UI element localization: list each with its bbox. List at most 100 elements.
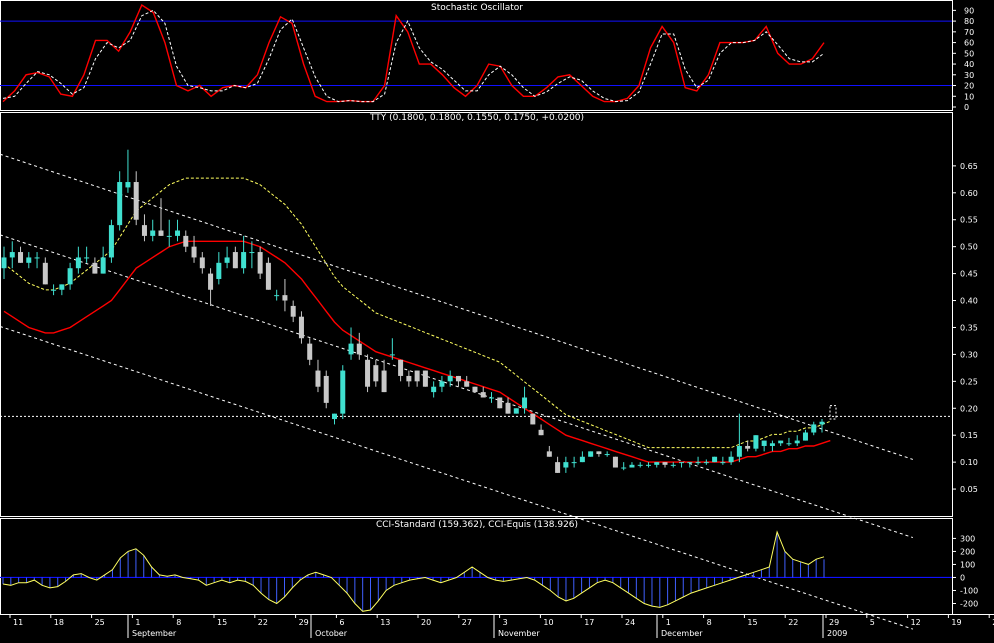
candle-body (439, 381, 445, 387)
candle-body (596, 451, 602, 455)
candle (472, 386, 478, 393)
candle (778, 440, 784, 446)
candle-body (241, 252, 247, 269)
candle-body (555, 462, 561, 473)
candle-body (447, 375, 453, 382)
candle (455, 375, 461, 387)
candle (84, 246, 90, 263)
candle-body (340, 370, 346, 414)
candle-body (249, 252, 255, 254)
stochastic-tick-label: 50 (964, 49, 974, 58)
candle (422, 370, 428, 387)
stochastic-d-line (2, 9, 825, 103)
candle (158, 198, 164, 236)
candle (26, 252, 32, 269)
candle (654, 462, 660, 468)
candle-body (538, 429, 544, 436)
candle-body (728, 456, 734, 463)
candle (786, 437, 792, 446)
candle-body (59, 284, 65, 290)
candle (769, 440, 775, 452)
month-label: September (132, 629, 177, 638)
price-tick-label: 0.55 (960, 216, 978, 225)
candle-body (455, 375, 461, 382)
stochastic-tick-label: 70 (964, 28, 974, 37)
price-tick-label: 0.45 (960, 270, 978, 279)
date-tick-label: 26 (992, 618, 994, 627)
candle (563, 456, 569, 473)
candle (199, 252, 205, 274)
candle-body (769, 443, 775, 446)
candle (249, 241, 255, 269)
panel-frame (0, 112, 953, 517)
candle (166, 219, 172, 247)
panel-frame (0, 0, 953, 111)
candle (555, 456, 561, 473)
candle-body (1, 257, 7, 269)
candle-body (571, 462, 577, 464)
candle-body (381, 370, 387, 393)
cci-tick-label: -100 (960, 586, 978, 595)
candle-body (687, 462, 693, 464)
date-tick-label: 29 (829, 618, 839, 627)
candle (819, 419, 825, 433)
candle-body (191, 246, 197, 258)
candle-body (232, 252, 238, 269)
candle-body (108, 225, 114, 258)
candle-body (332, 413, 338, 420)
date-tick-label: 8 (707, 618, 712, 627)
candle-body (513, 408, 519, 414)
candle (59, 284, 65, 296)
candle-body (125, 182, 131, 188)
date-tick-label: 11 (13, 618, 23, 627)
candle-body (670, 464, 676, 466)
date-tick-label: 5 (870, 618, 875, 627)
candle-body (67, 268, 73, 285)
candle (75, 246, 81, 274)
price-tick-label: 0.65 (960, 162, 978, 171)
candle-body (9, 252, 15, 258)
candle-body (216, 262, 222, 279)
candle (662, 462, 668, 468)
last-price-marker (829, 405, 837, 420)
candle-body (373, 365, 379, 382)
price-panel: TTY (0.1800, 0.1800, 0.1550, 0.1750, +0.… (0, 113, 978, 630)
date-tick-label: 1 (135, 618, 140, 627)
candle (141, 214, 147, 242)
candle-body (150, 230, 156, 236)
candle-body (18, 252, 24, 263)
candle-body (745, 445, 751, 449)
cci-tick-label: 300 (960, 534, 975, 543)
candle-body (42, 262, 48, 285)
price-tick-label: 0.05 (960, 485, 978, 494)
date-tick-label: 13 (380, 618, 390, 627)
candle (811, 421, 817, 436)
price-tick-label: 0.30 (960, 350, 978, 359)
candle (133, 171, 139, 226)
candle-body (274, 295, 280, 297)
candle-body (794, 440, 800, 444)
candle (753, 435, 759, 452)
price-tick-label: 0.60 (960, 189, 978, 198)
candle (497, 397, 503, 409)
candle (356, 332, 362, 360)
candle (108, 219, 114, 263)
candle (439, 375, 445, 393)
candle-body (117, 182, 123, 226)
candle-body (389, 354, 395, 356)
candle (150, 219, 156, 242)
candle (92, 257, 98, 274)
stochastic-k-line (2, 3, 825, 103)
candle-body (662, 462, 668, 465)
candle-body (298, 316, 304, 339)
candle (464, 375, 470, 387)
candle-body (703, 462, 709, 464)
candle (522, 386, 528, 414)
candle (381, 359, 387, 393)
candle-body (530, 413, 536, 425)
candle-body (472, 386, 478, 393)
candle (579, 451, 585, 463)
candle-body (563, 462, 569, 468)
candle (687, 462, 693, 468)
